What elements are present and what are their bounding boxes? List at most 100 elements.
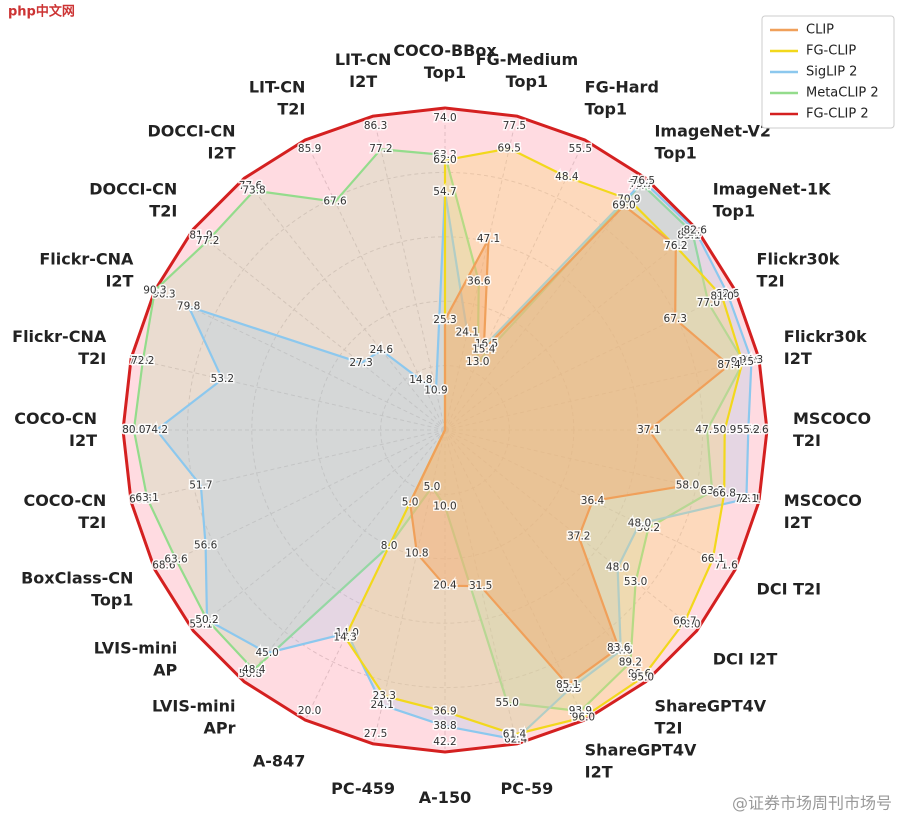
value-label: 77.2 [196, 235, 219, 247]
value-label: 94.3 [740, 354, 763, 366]
value-label: 91.9 [732, 356, 755, 368]
value-label: 96.0 [572, 711, 595, 723]
value-label: 20.4 [433, 580, 457, 592]
value-label: 75.1 [737, 493, 760, 505]
value-label: 47.1 [477, 233, 500, 245]
value-label: 77.4 [628, 180, 652, 192]
value-label: 96.6 [737, 355, 761, 367]
value-label: 81.7 [681, 227, 704, 239]
value-label: 75.0 [129, 355, 152, 367]
value-label: 63.9 [700, 485, 723, 497]
value-label: 69.0 [612, 200, 635, 212]
value-label: 76.1 [664, 240, 687, 252]
value-label: 76.5 [632, 175, 655, 187]
axis-label-line: DCI I2T [713, 649, 778, 668]
value-label: 5.0 [402, 497, 419, 509]
value-label: 83.1 [677, 229, 700, 241]
value-label: 48.4 [555, 171, 579, 183]
axis-label-line: AP [153, 660, 177, 679]
value-label: 72.2 [131, 355, 154, 367]
value-label: 83.6 [607, 642, 631, 654]
value-label: 48.4 [242, 664, 266, 676]
axis-label-line: LVIS-mini [152, 696, 236, 715]
axis-label-line: A-847 [253, 751, 305, 770]
axis-label-line: Top1 [713, 201, 755, 220]
value-label: 89.2 [619, 656, 642, 668]
value-label: 55.5 [569, 143, 592, 155]
axis-label: ImageNet-V2 Top1 [654, 121, 771, 162]
axis-label: LVIS-mini AP [94, 638, 178, 679]
value-label: 50.2 [637, 522, 660, 534]
value-label: 58.6 [745, 424, 769, 436]
value-label: 71.6 [714, 559, 738, 571]
axis-label: DCI T2I [757, 579, 822, 598]
value-label: 36.6 [467, 276, 491, 288]
axis-label: PC-59 [501, 778, 554, 797]
value-label: 63.6 [164, 554, 188, 566]
value-label: 76.2 [664, 240, 687, 252]
axis-label-line: I2T [585, 762, 613, 781]
axis-label-line: Top1 [424, 63, 466, 82]
value-label: 5.0 [424, 481, 441, 493]
value-label: 96.6 [628, 668, 652, 680]
value-label: 24.1 [456, 326, 479, 338]
axis-label: LVIS-mini APr [152, 696, 236, 737]
axis-label: LIT-CN I2T [335, 50, 391, 91]
axis-label: ShareGPT4V T2I [654, 696, 766, 737]
value-label: 36.9 [433, 706, 456, 718]
axis-label: PC-459 [331, 778, 395, 797]
axis-label: MSCOCO I2T [784, 490, 862, 531]
value-label: 81.9 [189, 229, 212, 241]
axis-label-line: Flickr30k [757, 249, 840, 268]
axis-label: MSCOCO T2I [793, 409, 871, 450]
axis-label-line: Flickr-CNA [12, 327, 107, 346]
axis-label-line: ImageNet-V2 [654, 121, 771, 140]
value-label: 87.4 [717, 359, 741, 371]
legend-label: CLIP [806, 23, 834, 38]
value-label: 81.0 [710, 291, 733, 303]
value-label: 86.3 [364, 120, 387, 132]
axis-label-line: T2I [654, 718, 682, 737]
value-label: 82.6 [716, 288, 740, 300]
value-label: 55.0 [496, 697, 519, 709]
watermark: @证券市场周刊市场号 [732, 794, 892, 813]
value-label: 13.0 [466, 356, 489, 368]
value-label: 50.2 [195, 614, 218, 626]
value-label: 50.9 [713, 424, 736, 436]
axis-label-line: APr [204, 718, 236, 737]
value-label: 80.0 [122, 424, 145, 436]
value-label: 66.1 [701, 553, 724, 565]
axis-label-line: T2I [78, 512, 106, 531]
value-label: 54.7 [433, 186, 456, 198]
value-label: 77.5 [503, 120, 526, 132]
axis-label-line: ImageNet-1K [713, 179, 831, 198]
value-label: 63.3 [503, 728, 526, 740]
value-label: 51.7 [189, 480, 212, 492]
value-label: 15.4 [472, 344, 496, 356]
axis-label-line: LIT-CN [335, 50, 391, 69]
value-label: 74.2 [145, 424, 168, 436]
value-label: 69.5 [498, 142, 521, 154]
value-label: 63.1 [135, 492, 158, 504]
value-label: 48.0 [628, 518, 651, 530]
value-label: 10.0 [433, 500, 456, 512]
value-label: 31.5 [469, 580, 492, 592]
value-label: 37.1 [637, 424, 660, 436]
value-label: 50.8 [239, 668, 262, 680]
watermark: php中文网 [8, 4, 75, 20]
legend-label: SigLIP 2 [806, 65, 857, 80]
axis-label: DOCCI-CN T2I [89, 179, 177, 220]
axis-label-line: T2I [793, 431, 821, 450]
axis-label: ImageNet-1K Top1 [713, 179, 831, 220]
value-label: 10.9 [424, 384, 447, 396]
axis-label-line: Flickr-CNA [39, 249, 134, 268]
axis-label: Flickr30k T2I [757, 249, 840, 290]
axis-label: COCO-CN T2I [23, 490, 106, 531]
value-label: 37.2 [567, 531, 590, 543]
axis-label-line: I2T [349, 72, 377, 91]
series-area [344, 147, 744, 736]
value-label: 50.2 [195, 614, 218, 626]
value-label: 73.8 [242, 185, 265, 197]
axis-label: A-150 [419, 788, 471, 807]
